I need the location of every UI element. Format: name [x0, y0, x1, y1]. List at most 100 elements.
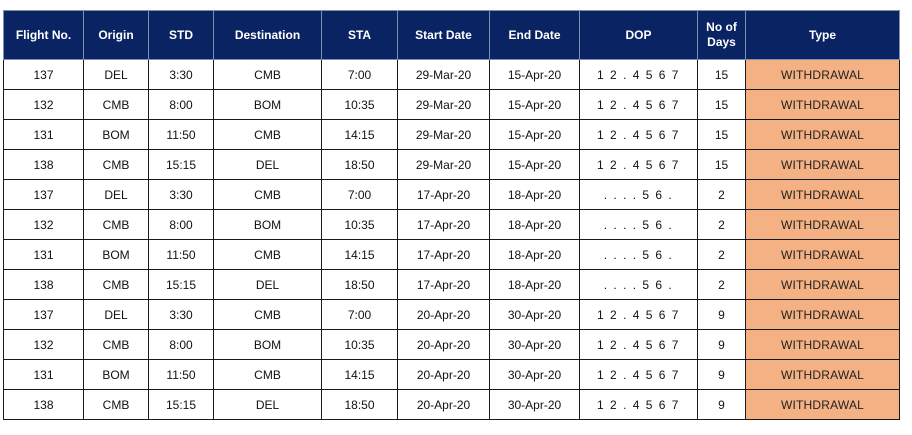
cell-destination: CMB	[213, 359, 322, 390]
header-std: STD	[148, 10, 214, 60]
cell-destination: DEL	[213, 389, 322, 420]
cell-dop: 1 2 . 4 5 6 7	[579, 89, 698, 120]
cell-std: 8:00	[148, 89, 214, 120]
flight-schedule-table: Flight No. Origin STD Destination STA St…	[3, 10, 900, 420]
cell-sta: 18:50	[321, 149, 398, 180]
cell-std: 15:15	[148, 269, 214, 300]
cell-start-date: 29-Mar-20	[397, 119, 490, 150]
cell-std: 11:50	[148, 359, 214, 390]
cell-start-date: 29-Mar-20	[397, 149, 490, 180]
cell-std: 11:50	[148, 119, 214, 150]
cell-flight-no: 138	[3, 149, 84, 180]
table-row: 132 CMB 8:00 BOM 10:35 20-Apr-20 30-Apr-20 1 2 …	[3, 329, 900, 360]
cell-type: WITHDRAWAL	[745, 239, 900, 270]
table-row: 137 DEL 3:30 CMB 7:00 29-Mar-20 15-Apr-20 1 2 .…	[3, 59, 900, 90]
cell-type: WITHDRAWAL	[745, 269, 900, 300]
cell-flight-no: 137	[3, 179, 84, 210]
cell-flight-no: 132	[3, 209, 84, 240]
cell-sta: 14:15	[321, 119, 398, 150]
cell-std: 3:30	[148, 59, 214, 90]
cell-origin: BOM	[83, 359, 149, 390]
table-row: 132 CMB 8:00 BOM 10:35 29-Mar-20 15-Apr-20 1 2 …	[3, 89, 900, 120]
cell-flight-no: 132	[3, 329, 84, 360]
cell-dop: . . . . 5 6 .	[579, 239, 698, 270]
cell-std: 15:15	[148, 149, 214, 180]
cell-no-of-days: 15	[697, 89, 746, 120]
cell-origin: CMB	[83, 389, 149, 420]
cell-dop: . . . . 5 6 .	[579, 179, 698, 210]
cell-no-of-days: 15	[697, 119, 746, 150]
cell-dop: 1 2 . 4 5 6 7	[579, 329, 698, 360]
cell-destination: DEL	[213, 269, 322, 300]
cell-origin: BOM	[83, 119, 149, 150]
cell-type: WITHDRAWAL	[745, 179, 900, 210]
header-flight-no: Flight No.	[3, 10, 84, 60]
cell-start-date: 20-Apr-20	[397, 329, 490, 360]
header-destination: Destination	[213, 10, 322, 60]
header-dop: DOP	[579, 10, 698, 60]
cell-type: WITHDRAWAL	[745, 389, 900, 420]
cell-dop: . . . . 5 6 .	[579, 269, 698, 300]
table-row: 137 DEL 3:30 CMB 7:00 20-Apr-20 30-Apr-20 1 2 .…	[3, 299, 900, 330]
cell-origin: DEL	[83, 59, 149, 90]
cell-flight-no: 131	[3, 239, 84, 270]
cell-start-date: 20-Apr-20	[397, 389, 490, 420]
cell-type: WITHDRAWAL	[745, 209, 900, 240]
cell-no-of-days: 9	[697, 389, 746, 420]
cell-flight-no: 137	[3, 59, 84, 90]
cell-start-date: 17-Apr-20	[397, 209, 490, 240]
cell-std: 3:30	[148, 299, 214, 330]
cell-origin: DEL	[83, 299, 149, 330]
cell-sta: 18:50	[321, 389, 398, 420]
cell-origin: CMB	[83, 269, 149, 300]
cell-start-date: 20-Apr-20	[397, 359, 490, 390]
cell-flight-no: 138	[3, 389, 84, 420]
cell-end-date: 15-Apr-20	[489, 149, 580, 180]
cell-end-date: 18-Apr-20	[489, 179, 580, 210]
cell-type: WITHDRAWAL	[745, 119, 900, 150]
cell-sta: 10:35	[321, 329, 398, 360]
cell-sta: 7:00	[321, 59, 398, 90]
cell-sta: 14:15	[321, 239, 398, 270]
cell-dop: 1 2 . 4 5 6 7	[579, 59, 698, 90]
cell-destination: CMB	[213, 119, 322, 150]
cell-flight-no: 132	[3, 89, 84, 120]
cell-flight-no: 131	[3, 119, 84, 150]
cell-type: WITHDRAWAL	[745, 89, 900, 120]
cell-destination: BOM	[213, 329, 322, 360]
cell-std: 11:50	[148, 239, 214, 270]
cell-end-date: 30-Apr-20	[489, 299, 580, 330]
cell-end-date: 18-Apr-20	[489, 269, 580, 300]
cell-std: 8:00	[148, 329, 214, 360]
cell-type: WITHDRAWAL	[745, 299, 900, 330]
header-no-of-days-label: No of Days	[706, 20, 737, 49]
cell-sta: 10:35	[321, 209, 398, 240]
cell-type: WITHDRAWAL	[745, 59, 900, 90]
cell-std: 15:15	[148, 389, 214, 420]
cell-sta: 7:00	[321, 299, 398, 330]
cell-destination: BOM	[213, 209, 322, 240]
cell-destination: CMB	[213, 299, 322, 330]
cell-type: WITHDRAWAL	[745, 149, 900, 180]
cell-type: WITHDRAWAL	[745, 329, 900, 360]
cell-no-of-days: 15	[697, 149, 746, 180]
table-header: Flight No. Origin STD Destination STA St…	[3, 10, 900, 60]
cell-flight-no: 138	[3, 269, 84, 300]
cell-origin: CMB	[83, 329, 149, 360]
cell-std: 8:00	[148, 209, 214, 240]
cell-dop: 1 2 . 4 5 6 7	[579, 119, 698, 150]
cell-flight-no: 137	[3, 299, 84, 330]
table-row: 138 CMB 15:15 DEL 18:50 29-Mar-20 15-Apr-20 1 2…	[3, 149, 900, 180]
cell-end-date: 15-Apr-20	[489, 59, 580, 90]
cell-end-date: 18-Apr-20	[489, 209, 580, 240]
table-row: 131 BOM 11:50 CMB 14:15 17-Apr-20 18-Apr-20. .…	[3, 239, 900, 270]
cell-sta: 7:00	[321, 179, 398, 210]
cell-destination: DEL	[213, 149, 322, 180]
cell-dop: 1 2 . 4 5 6 7	[579, 299, 698, 330]
cell-origin: CMB	[83, 149, 149, 180]
cell-start-date: 29-Mar-20	[397, 89, 490, 120]
cell-flight-no: 131	[3, 359, 84, 390]
cell-sta: 18:50	[321, 269, 398, 300]
cell-sta: 14:15	[321, 359, 398, 390]
cell-start-date: 29-Mar-20	[397, 59, 490, 90]
